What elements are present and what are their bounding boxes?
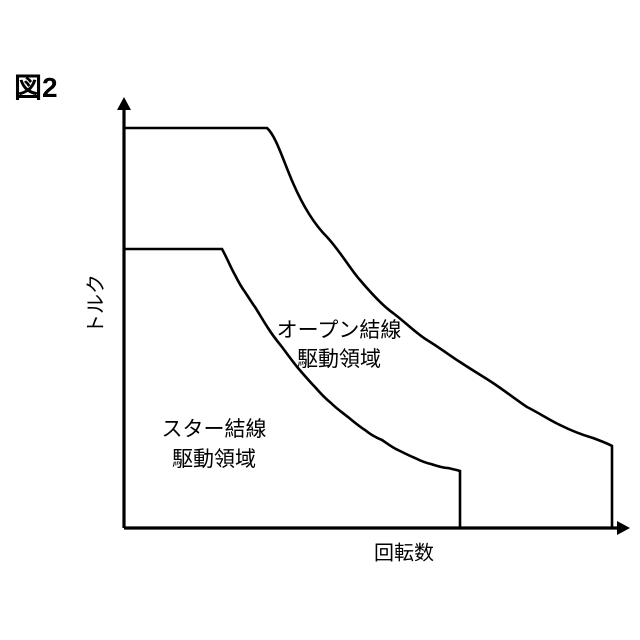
x-axis-arrowhead-icon [617, 521, 630, 535]
y-axis-arrowhead-icon [117, 97, 131, 110]
x-axis-label: 回転数 [374, 541, 434, 564]
open-region-label-line2: 駆動領域 [297, 348, 381, 371]
figure-container: 図2 トルク 回転数 オープン結線 駆動領域 スター結線 駆動領域 [0, 0, 640, 640]
torque-speed-plot: トルク 回転数 オープン結線 駆動領域 スター結線 駆動領域 [0, 0, 640, 640]
star-region-label: スター結線 駆動領域 [162, 418, 267, 471]
star-region-label-line1: スター結線 [162, 418, 267, 441]
open-region-label-line1: オープン結線 [277, 319, 402, 342]
y-axis-label: トルク [84, 274, 107, 334]
star-region-label-line2: 駆動領域 [172, 448, 256, 471]
star-winding-curve [124, 249, 460, 528]
